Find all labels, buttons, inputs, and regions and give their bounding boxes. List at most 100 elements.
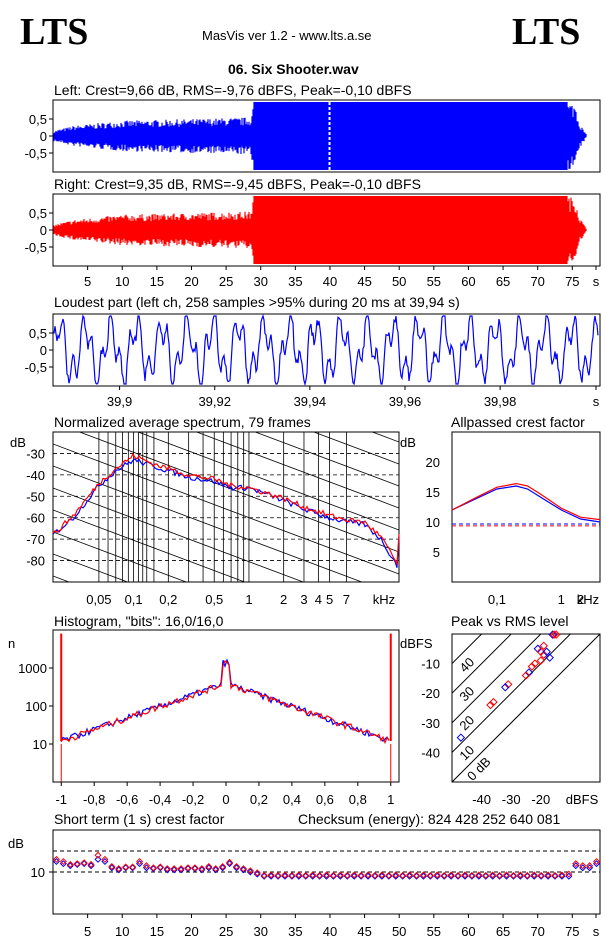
- peakrms-point: [456, 733, 466, 742]
- shortcrest-point-left: [316, 872, 324, 880]
- peakrms-point: [545, 653, 554, 662]
- time-axis-xtick-label: s: [593, 274, 600, 289]
- shortcrest-point-left: [523, 872, 531, 880]
- loudest-xtick-label: 39,92: [198, 394, 231, 409]
- spectrum-xtick-label: 7: [343, 592, 350, 607]
- shortcrest-point-left: [426, 872, 434, 880]
- shortcrest-ytick-label: 10: [31, 865, 45, 880]
- shortcrest-point-left: [496, 872, 504, 880]
- shortcrest-point-right: [219, 863, 227, 871]
- peakrms-ytick-label: -10: [421, 657, 440, 672]
- shortcrest-point-left: [212, 866, 220, 874]
- histogram-series-left: [60, 658, 390, 742]
- right-waveform-signal: [53, 196, 587, 264]
- shortcrest-point-left: [572, 862, 580, 870]
- shortcrest-xtick-label: 15: [150, 924, 164, 939]
- spectrum-diag: [53, 531, 188, 582]
- time-axis-xtick-label: 5: [84, 274, 91, 289]
- shortcrest-point-left: [80, 860, 88, 868]
- shortcrest-point-left: [586, 864, 594, 872]
- shortcrest-point-left: [412, 872, 421, 880]
- spectrum-diag: [137, 432, 399, 531]
- shortcrest-point-left: [142, 864, 151, 872]
- shortcrest-xtick-label: 50: [392, 924, 406, 939]
- shortcrest-xtick-label: 10: [115, 924, 129, 939]
- time-axis-xtick-label: 35: [288, 274, 302, 289]
- shortcrest-xtick-label: 35: [288, 924, 302, 939]
- spectrum-series-left: [52, 457, 400, 568]
- left-waveform-signal: [53, 102, 587, 170]
- shortcrest-ylabel: dB: [8, 836, 24, 851]
- peakrms-diag-label: 40: [456, 654, 477, 675]
- shortcrest-point-right: [302, 871, 310, 879]
- shortcrest-point-right: [191, 864, 199, 872]
- shortcrest-point-right: [419, 871, 427, 879]
- shortcrest-point-left: [461, 872, 469, 880]
- spectrum-diag: [53, 443, 399, 575]
- loudest-xtick-label: s: [593, 394, 600, 409]
- time-axis-xtick-label: 70: [530, 274, 544, 289]
- logo-left: LTS: [20, 11, 89, 53]
- histogram-xtick-label: -0,8: [83, 792, 105, 807]
- loudest-xtick-label: 39,9: [107, 394, 132, 409]
- peakrms-xtick-label: -30: [502, 792, 521, 807]
- shortcrest-point-left: [253, 870, 261, 878]
- shortcrest-point-left: [115, 866, 123, 874]
- peakrms-point: [503, 680, 513, 689]
- shortcrest-point-left: [350, 872, 358, 880]
- shortcrest-point-left: [406, 872, 414, 880]
- time-axis-xtick-label: 30: [253, 274, 267, 289]
- shortcrest-point-right: [336, 871, 344, 879]
- spectrum-xtick-label: 0,5: [205, 592, 223, 607]
- peakrms-diag: [452, 634, 542, 724]
- shortcrest-point-left: [579, 864, 587, 872]
- shortcrest-point-right: [468, 871, 476, 879]
- shortcrest-point-left: [198, 866, 206, 874]
- shortcrest-point-left: [288, 872, 296, 880]
- peakrms-point: [530, 659, 540, 668]
- shortcrest-point-right: [274, 871, 282, 879]
- time-axis-xtick-label: 40: [323, 274, 337, 289]
- shortcrest-point-right: [212, 865, 220, 873]
- shortcrest-point-left: [101, 857, 109, 866]
- shortcrest-point-left: [357, 872, 365, 880]
- shortcrest-point-left: [260, 872, 268, 880]
- shortcrest-point-left: [530, 872, 538, 880]
- spectrum-xtick-label: 0,2: [159, 592, 177, 607]
- shortcrest-point-left: [281, 872, 289, 880]
- shortcrest-point-right: [502, 871, 511, 879]
- shortcrest-point-left: [336, 872, 344, 880]
- shortcrest-point-left: [371, 872, 379, 880]
- shortcrest-point-right: [87, 860, 95, 868]
- spectrum-xtick-label: 3: [300, 592, 307, 607]
- shortcrest-point-left: [468, 872, 476, 880]
- loudest-ytick-label: 0,5: [29, 326, 47, 341]
- peakrms-point: [536, 656, 546, 665]
- shortcrest-point-right: [136, 857, 144, 866]
- shortcrest-xtick-label: 30: [253, 924, 267, 939]
- shortcrest-point-left: [59, 860, 67, 868]
- shortcrest-point-right: [378, 871, 386, 879]
- shortcrest-point-left: [170, 866, 178, 874]
- shortcrest-point-left: [136, 860, 144, 868]
- shortcrest-point-right: [59, 857, 67, 866]
- spectrum-panel-title: Normalized average spectrum, 79 frames: [54, 414, 311, 430]
- spectrum-diag: [78, 432, 399, 553]
- spectrum-ytick-label: -30: [26, 446, 45, 461]
- histogram-xtick-label: -0,2: [182, 792, 204, 807]
- shortcrest-point-right: [406, 871, 414, 879]
- spectrum-diag: [53, 509, 246, 582]
- spectrum-ylabel: dB: [10, 435, 26, 450]
- shortcrest-point-left: [516, 872, 524, 880]
- peakrms-point: [501, 683, 510, 692]
- shortcrest-panel-title: Short term (1 s) crest factor: [54, 811, 225, 827]
- allpass-panel-title: Allpassed crest factor: [451, 414, 585, 430]
- histogram-frame: [52, 629, 400, 783]
- spectrum-diag: [312, 432, 399, 465]
- shortcrest-point-left: [378, 872, 386, 880]
- shortcrest-point-right: [226, 858, 234, 866]
- shortcrest-point-right: [129, 863, 137, 871]
- shortcrest-xtick-label: 70: [530, 924, 544, 939]
- shortcrest-point-right: [586, 862, 594, 870]
- shortcrest-point-left: [558, 872, 566, 880]
